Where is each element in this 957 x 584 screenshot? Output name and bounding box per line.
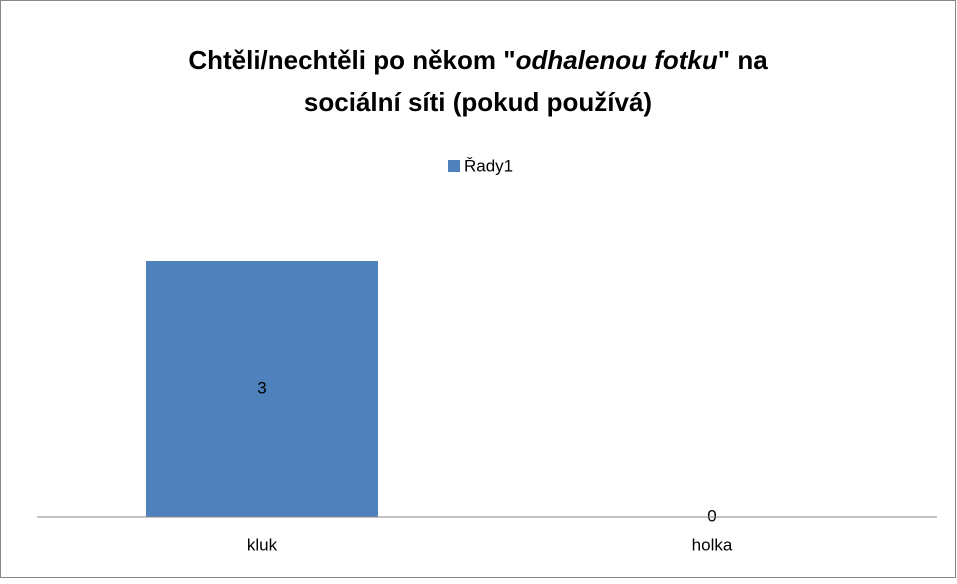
x-tick-label: holka	[692, 535, 733, 554]
legend-swatch	[448, 160, 460, 172]
legend-label: Řady1	[464, 156, 513, 175]
chart-title: Chtěli/nechtěli po někom "odhalenou fotk…	[188, 45, 768, 75]
x-tick-label: kluk	[247, 535, 278, 554]
bar	[146, 261, 378, 517]
chart-title: sociální síti (pokud používá)	[304, 87, 652, 117]
data-label: 0	[707, 506, 716, 525]
data-label: 3	[257, 378, 266, 397]
